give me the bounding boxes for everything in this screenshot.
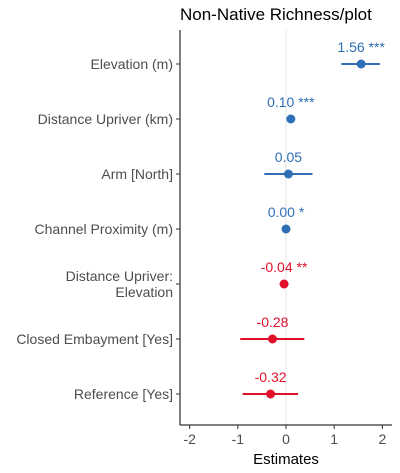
y-tick-label: Channel Proximity (m) [35,221,173,237]
estimate-label: -0.04 ** [261,259,308,275]
estimate-label: 0.10 *** [267,94,315,110]
estimate-label: 0.00 * [268,204,305,220]
y-axis-ticks: Elevation (m) Distance Upriver (km) Arm [N… [16,56,180,402]
estimate-label: 0.05 [275,149,302,165]
estimate-point [356,59,366,69]
estimate-marks: 1.56 *** 0.10 *** 0.05 0.00 * -0.04 ** -0.28 -… [240,39,385,399]
estimate-point [279,279,289,289]
x-tick-label: -1 [232,431,245,447]
y-tick-label: Distance Upriver (km) [38,111,173,127]
y-tick-label: Reference [Yes] [74,386,173,402]
x-axis-ticks: -2 -1 0 1 2 [183,425,386,447]
estimate-point [283,169,293,179]
estimate-label: 1.56 *** [337,39,385,55]
x-tick-label: -2 [183,431,196,447]
x-axis-title: Estimates [253,451,319,468]
estimate-point [281,224,291,234]
y-tick-label: Elevation (m) [91,56,173,72]
estimate-point [286,114,296,124]
estimate-label: -0.28 [257,314,289,330]
y-tick-label: Distance Upriver: Elevation [66,268,173,300]
x-tick-label: 1 [330,431,338,447]
y-tick-label: Closed Embayment [Yes] [16,331,173,347]
estimate-label: -0.32 [255,369,287,385]
x-tick-label: 0 [282,431,290,447]
estimate-point [268,334,278,344]
chart-title: Non-Native Richness/plot [180,5,372,24]
x-tick-label: 2 [378,431,386,447]
y-tick-label: Arm [North] [101,166,173,182]
estimate-point [266,389,276,399]
